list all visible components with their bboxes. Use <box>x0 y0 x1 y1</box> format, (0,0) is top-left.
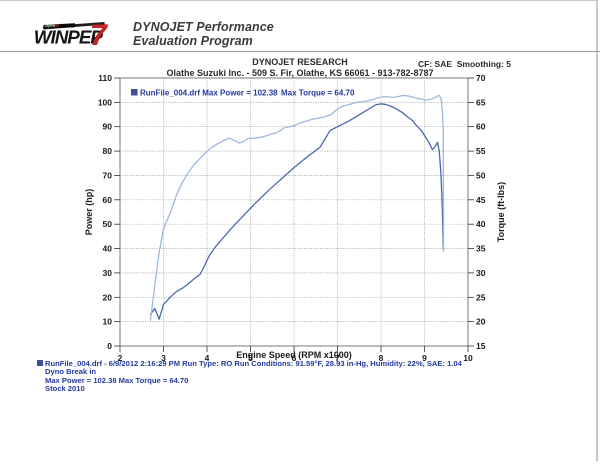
svg-text:65: 65 <box>476 97 486 107</box>
svg-text:30: 30 <box>103 268 113 278</box>
svg-text:30: 30 <box>476 268 486 278</box>
svg-text:110: 110 <box>98 73 112 83</box>
svg-text:40: 40 <box>103 244 113 254</box>
svg-text:RunFile_004.drf Max Power = 10: RunFile_004.drf Max Power = 102.38 <box>140 89 278 98</box>
svg-text:20: 20 <box>103 292 113 302</box>
svg-text:10: 10 <box>103 317 113 327</box>
svg-text:60: 60 <box>103 195 113 205</box>
svg-text:35: 35 <box>476 244 486 254</box>
svg-text:40: 40 <box>476 219 486 229</box>
svg-text:20: 20 <box>476 317 486 327</box>
svg-text:80: 80 <box>103 146 113 156</box>
svg-text:70: 70 <box>476 73 486 83</box>
svg-text:100: 100 <box>98 97 112 107</box>
svg-text:55: 55 <box>476 146 486 156</box>
svg-text:Torque (ft-lbs): Torque (ft-lbs) <box>496 182 506 242</box>
svg-text:45: 45 <box>476 195 486 205</box>
svg-text:60: 60 <box>476 122 486 132</box>
svg-text:70: 70 <box>103 171 113 181</box>
svg-text:Max Torque = 64.70: Max Torque = 64.70 <box>281 89 355 98</box>
svg-text:50: 50 <box>476 171 486 181</box>
svg-text:50: 50 <box>103 219 113 229</box>
svg-text:10: 10 <box>463 353 473 363</box>
svg-text:Power (hp): Power (hp) <box>84 189 94 236</box>
svg-text:15: 15 <box>476 341 486 351</box>
svg-text:25: 25 <box>476 292 486 302</box>
svg-text:90: 90 <box>103 122 113 132</box>
svg-text:0: 0 <box>107 341 112 351</box>
